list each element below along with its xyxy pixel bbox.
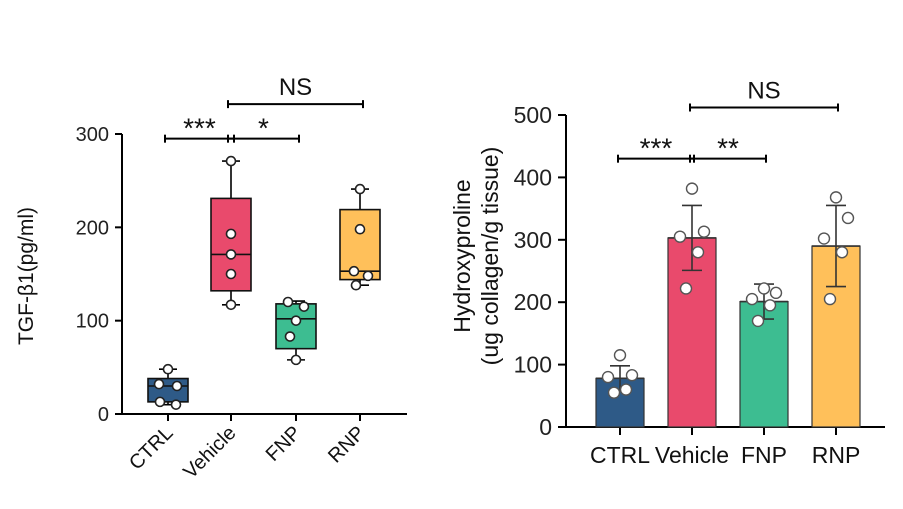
data-point-ctrl bbox=[601, 370, 615, 384]
y-tick-label: 300 bbox=[514, 227, 552, 253]
significance-label: * bbox=[258, 113, 269, 144]
data-point-ctrl bbox=[625, 369, 639, 382]
x-tick-label-ctrl: CTRL bbox=[590, 442, 650, 468]
data-point-rnp bbox=[829, 191, 843, 204]
x-tick-label-rnp: RNP bbox=[324, 422, 369, 467]
data-point-fnp bbox=[745, 292, 759, 306]
y-tick-label: 400 bbox=[514, 164, 552, 190]
tgf-beta1-box-plot: 0 100 200 300 TGF-β1(pg/ml) CTRL Vehicle FNP RNP… bbox=[15, 74, 407, 483]
data-point-ctrl bbox=[171, 380, 183, 392]
data-point-ctrl bbox=[154, 396, 166, 408]
data-point-fnp bbox=[763, 299, 777, 312]
data-point-fnp bbox=[757, 282, 771, 295]
x-tick-label-ctrl: CTRL bbox=[125, 422, 177, 474]
data-point-vehicle bbox=[225, 299, 237, 311]
data-point-rnp bbox=[348, 265, 360, 277]
x-tick-label-rnp: RNP bbox=[812, 442, 861, 468]
significance-label: ** bbox=[717, 133, 739, 164]
significance-label: *** bbox=[183, 113, 216, 144]
y-axis-title-line2: (ug collagen/g tissue) bbox=[477, 147, 503, 366]
x-tick-label-fnp: FNP bbox=[741, 442, 787, 468]
data-point-rnp bbox=[817, 232, 831, 245]
data-point-vehicle bbox=[225, 155, 237, 167]
data-point-fnp bbox=[298, 301, 310, 312]
data-point-ctrl bbox=[162, 363, 174, 375]
y-axis-title-line1: Hydroxyproline bbox=[449, 179, 475, 332]
data-point-rnp bbox=[841, 211, 855, 225]
data-point-ctrl bbox=[607, 386, 621, 399]
data-point-rnp bbox=[823, 292, 837, 306]
data-point-ctrl bbox=[613, 349, 627, 362]
y-tick-label: 300 bbox=[76, 124, 109, 146]
data-point-ctrl bbox=[153, 378, 165, 390]
data-point-rnp bbox=[362, 270, 374, 282]
x-tick-label-vehicle: Vehicle bbox=[179, 422, 240, 483]
data-point-fnp bbox=[284, 331, 296, 342]
x-tick-label-vehicle: Vehicle bbox=[655, 442, 729, 468]
y-tick-label: 200 bbox=[76, 217, 109, 239]
y-tick-label: 0 bbox=[539, 414, 552, 440]
data-point-rnp bbox=[354, 223, 366, 235]
data-point-vehicle bbox=[225, 268, 237, 280]
y-tick-label: 500 bbox=[514, 102, 552, 128]
data-point-vehicle bbox=[697, 225, 711, 238]
data-point-vehicle bbox=[691, 246, 705, 259]
y-tick-label: 200 bbox=[514, 289, 552, 315]
data-point-vehicle bbox=[679, 282, 693, 295]
data-point-rnp bbox=[354, 183, 366, 195]
x-tick-label-fnp: FNP bbox=[262, 422, 306, 466]
y-axis-title: TGF-β1(pg/ml) bbox=[15, 207, 38, 345]
hydroxyproline-bar-chart: 0 100 200 300 400 500 Hydroxyproline (ug collag… bbox=[449, 78, 885, 468]
data-point-fnp bbox=[751, 314, 765, 328]
data-point-vehicle bbox=[225, 228, 237, 240]
box-fnp bbox=[275, 303, 317, 350]
significance-label: NS bbox=[747, 78, 780, 105]
data-point-vehicle bbox=[225, 249, 237, 260]
y-tick-label: 100 bbox=[76, 311, 109, 333]
data-point-vehicle bbox=[685, 182, 699, 195]
data-point-vehicle bbox=[673, 230, 687, 243]
data-point-fnp bbox=[769, 286, 783, 300]
box-ctrl bbox=[147, 377, 189, 403]
data-point-rnp bbox=[835, 246, 849, 259]
y-tick-label: 100 bbox=[514, 352, 552, 378]
data-point-ctrl bbox=[170, 399, 182, 410]
significance-label: *** bbox=[640, 133, 673, 164]
y-tick-label: 0 bbox=[98, 404, 109, 426]
data-point-ctrl bbox=[619, 383, 633, 396]
data-point-fnp bbox=[290, 354, 302, 366]
box-rnp bbox=[339, 208, 381, 281]
data-point-fnp bbox=[290, 315, 302, 326]
data-point-rnp bbox=[350, 279, 362, 291]
significance-label: NS bbox=[279, 74, 312, 101]
data-point-fnp bbox=[282, 296, 294, 308]
